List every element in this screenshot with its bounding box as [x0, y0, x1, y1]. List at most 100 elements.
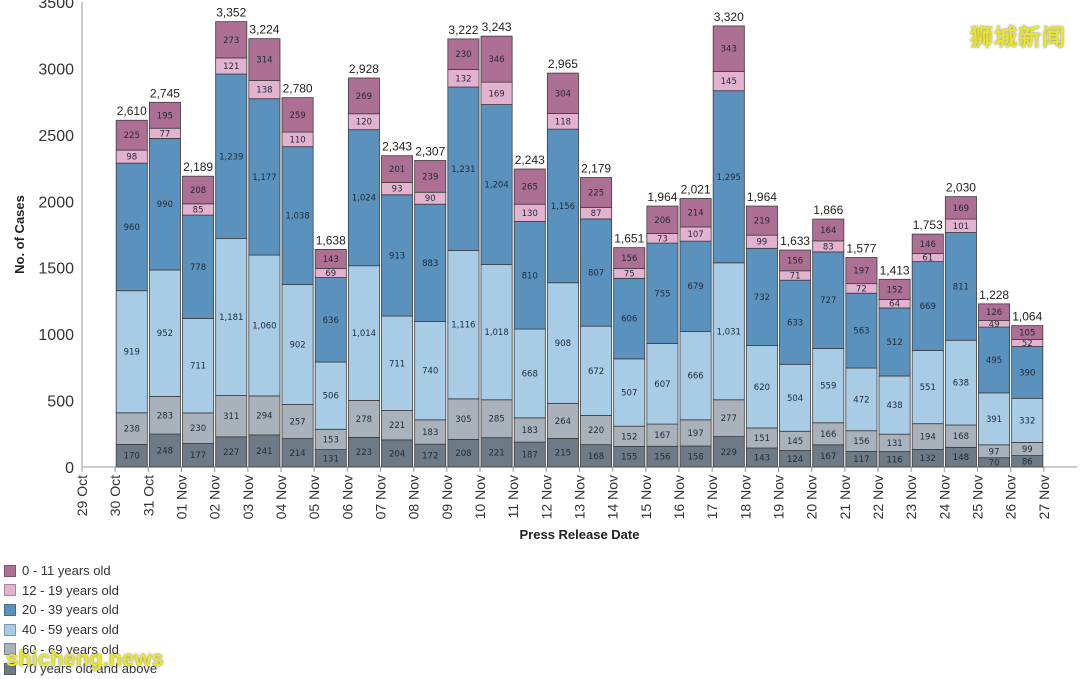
bar-segment — [414, 203, 447, 322]
bar-segment — [779, 249, 812, 272]
x-tick-label: 04 Nov — [273, 475, 289, 519]
segment-value-label: 1,239 — [219, 152, 243, 162]
segment-value-label: 807 — [588, 269, 604, 279]
bar-segment — [381, 194, 414, 317]
segment-value-label: 277 — [721, 414, 737, 424]
bar-segment — [812, 251, 845, 349]
segment-value-label: 98 — [126, 153, 137, 163]
x-tick-label: 08 Nov — [406, 475, 422, 519]
legend-swatch — [4, 584, 16, 597]
segment-value-label: 1,181 — [219, 313, 243, 323]
x-tick-label: 23 Nov — [903, 475, 919, 519]
y-tick-label: 2000 — [38, 194, 74, 211]
bar-segment — [381, 155, 414, 183]
segment-value-label: 908 — [555, 339, 571, 349]
segment-value-label: 204 — [389, 449, 405, 459]
bar-total-label: 1,633 — [780, 234, 810, 248]
bar-segment — [347, 400, 380, 438]
segment-value-label: 72 — [856, 284, 867, 294]
segment-value-label: 194 — [920, 433, 936, 443]
segment-value-label: 131 — [886, 439, 902, 449]
bar-segment — [215, 238, 248, 396]
bar-total-label: 2,343 — [382, 140, 412, 154]
segment-value-label: 169 — [488, 89, 504, 99]
segment-value-label: 90 — [425, 194, 436, 204]
bar-segment — [447, 38, 480, 70]
segment-value-label: 504 — [787, 394, 803, 404]
segment-value-label: 61 — [922, 254, 933, 264]
legend-label: 40 - 59 years old — [22, 622, 119, 638]
bar-total-label: 2,179 — [581, 162, 611, 176]
segment-value-label: 248 — [157, 447, 173, 457]
bar-segment — [978, 303, 1011, 321]
bar-segment — [646, 343, 679, 425]
segment-value-label: 75 — [624, 269, 635, 279]
bar-segment — [679, 330, 712, 421]
segment-value-label: 220 — [588, 426, 604, 436]
bar-total-label: 1,228 — [979, 288, 1009, 302]
segment-value-label: 120 — [356, 118, 372, 128]
x-tick-label: 30 Oct — [107, 475, 123, 516]
segment-value-label: 1,116 — [451, 321, 475, 331]
segment-value-label: 269 — [356, 92, 372, 102]
segment-value-label: 49 — [989, 320, 1000, 330]
x-tick-label: 20 Nov — [804, 475, 820, 519]
y-tick-label: 1500 — [38, 261, 74, 278]
y-tick-label: 3000 — [38, 61, 74, 78]
segment-value-label: 883 — [422, 259, 438, 269]
segment-value-label: 158 — [687, 453, 703, 463]
segment-value-label: 810 — [522, 271, 538, 281]
segment-value-label: 1,024 — [352, 194, 376, 204]
segment-value-label: 472 — [853, 395, 869, 405]
segment-value-label: 145 — [787, 437, 803, 447]
segment-value-label: 230 — [190, 424, 206, 434]
segment-value-label: 99 — [757, 238, 768, 248]
segment-value-label: 148 — [953, 453, 969, 463]
bar-segment — [148, 101, 181, 129]
x-tick-label: 07 Nov — [373, 475, 389, 519]
segment-value-label: 77 — [160, 129, 171, 139]
bar-segment — [281, 97, 314, 133]
y-axis-title: No. of Cases — [12, 195, 27, 274]
segment-value-label: 438 — [886, 401, 902, 411]
bar-segment — [812, 348, 845, 424]
segment-value-label: 195 — [157, 111, 173, 121]
segment-value-label: 278 — [356, 415, 372, 425]
legend-item: 70 years old and above — [4, 659, 157, 679]
segment-value-label: 170 — [124, 452, 140, 462]
bar-segment — [1011, 346, 1044, 399]
bar-total-label: 1,064 — [1012, 310, 1042, 324]
y-tick-label: 0 — [65, 460, 74, 477]
bar-total-label: 1,964 — [747, 190, 777, 204]
segment-value-label: 166 — [820, 430, 836, 440]
bar-segment — [182, 214, 215, 319]
segment-value-label: 285 — [488, 415, 504, 425]
segment-value-label: 201 — [389, 165, 405, 175]
segment-value-label: 214 — [289, 449, 305, 459]
x-tick-label: 09 Nov — [439, 475, 455, 519]
segment-value-label: 124 — [787, 455, 803, 465]
legend-swatch — [4, 623, 16, 636]
segment-value-label: 131 — [323, 454, 339, 464]
legend-item: 12 - 19 years old — [4, 581, 157, 601]
segment-value-label: 265 — [522, 183, 538, 193]
x-tick-label: 21 Nov — [837, 475, 853, 519]
bar-segment — [414, 321, 447, 421]
segment-value-label: 679 — [687, 282, 703, 292]
segment-value-label: 606 — [621, 315, 637, 325]
segment-value-label: 343 — [721, 45, 737, 55]
segment-value-label: 225 — [124, 131, 140, 141]
segment-value-label: 1,014 — [352, 329, 376, 339]
segment-value-label: 223 — [356, 448, 372, 458]
bar-segment — [679, 198, 712, 228]
bar-segment — [480, 35, 513, 83]
segment-value-label: 960 — [124, 223, 140, 233]
segment-value-label: 239 — [422, 172, 438, 182]
bar-segment — [148, 396, 181, 435]
bar-segment — [1011, 397, 1044, 443]
bar-segment — [546, 402, 579, 439]
segment-value-label: 506 — [323, 392, 339, 402]
y-tick-label: 3500 — [38, 0, 74, 12]
segment-value-label: 87 — [591, 209, 602, 219]
segment-value-label: 332 — [1019, 416, 1035, 426]
